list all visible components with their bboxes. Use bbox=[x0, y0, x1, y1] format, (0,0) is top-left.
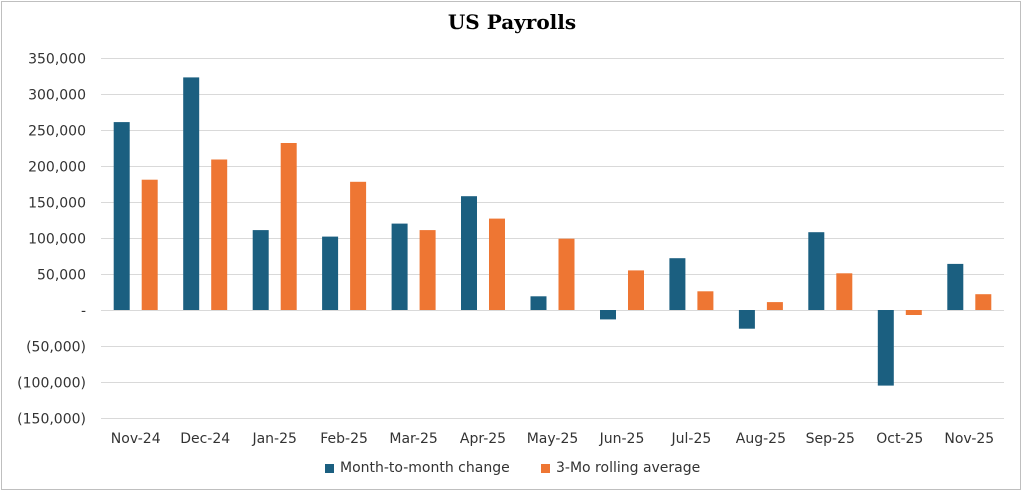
y-tick-label: 250,000 bbox=[28, 124, 86, 140]
bar-month-to-month bbox=[252, 230, 269, 310]
legend-swatch-rolling-average bbox=[541, 463, 550, 473]
x-tick-label: Oct-25 bbox=[876, 431, 923, 447]
x-tick-label: Aug-25 bbox=[736, 431, 786, 447]
y-tick-label: 300,000 bbox=[28, 88, 86, 104]
bar-month-to-month bbox=[183, 77, 200, 311]
bar-rolling-average bbox=[558, 238, 575, 310]
bar-rolling-average bbox=[280, 143, 297, 310]
bar-month-to-month bbox=[947, 263, 964, 310]
bar-rolling-average bbox=[697, 291, 714, 310]
chart-title: US Payrolls bbox=[447, 10, 577, 34]
x-tick-label: May-25 bbox=[527, 431, 579, 447]
bar-rolling-average bbox=[489, 218, 505, 310]
x-tick-label: Apr-25 bbox=[460, 431, 506, 447]
bar-rolling-average bbox=[141, 179, 158, 310]
y-tick-label: (150,000) bbox=[17, 412, 86, 428]
bar-rolling-average bbox=[211, 159, 228, 310]
bar-rolling-average bbox=[419, 230, 436, 310]
y-tick-label: (100,000) bbox=[17, 376, 86, 392]
bar-rolling-average bbox=[975, 294, 992, 310]
bar-month-to-month bbox=[322, 236, 339, 310]
bar-month-to-month bbox=[113, 122, 130, 310]
x-tick-label: Nov-24 bbox=[111, 431, 161, 447]
y-tick-label: (50,000) bbox=[26, 340, 86, 356]
y-tick-label: 150,000 bbox=[28, 196, 86, 212]
x-tick-label: Jul-25 bbox=[671, 431, 712, 447]
bar-month-to-month bbox=[877, 310, 894, 386]
bar-month-to-month bbox=[391, 223, 408, 310]
bar-rolling-average bbox=[350, 181, 367, 310]
legend-item-month-to-month: Month-to-month change bbox=[325, 460, 510, 476]
x-tick-label: Jun-25 bbox=[599, 431, 645, 447]
y-tick-label: 50,000 bbox=[37, 268, 86, 284]
bar-month-to-month bbox=[669, 258, 686, 310]
y-tick-label: 200,000 bbox=[28, 160, 86, 176]
bar-month-to-month bbox=[461, 196, 477, 310]
bar-month-to-month bbox=[808, 232, 825, 310]
legend-item-rolling-average: 3-Mo rolling average bbox=[541, 460, 700, 476]
legend-swatch-month-to-month bbox=[325, 463, 334, 473]
x-tick-label: Mar-25 bbox=[389, 431, 437, 447]
bar-rolling-average bbox=[628, 270, 644, 310]
bar-month-to-month bbox=[600, 310, 616, 320]
bar-rolling-average bbox=[905, 310, 922, 315]
x-tick-label: Dec-24 bbox=[180, 431, 230, 447]
bar-month-to-month bbox=[738, 310, 755, 329]
chart-legend: Month-to-month change 3-Mo rolling avera… bbox=[0, 460, 1024, 478]
legend-label-month-to-month: Month-to-month change bbox=[340, 460, 510, 476]
x-tick-label: Jan-25 bbox=[251, 431, 296, 447]
bar-month-to-month bbox=[530, 296, 547, 310]
x-tick-label: Feb-25 bbox=[320, 431, 368, 447]
bar-rolling-average bbox=[836, 273, 853, 310]
y-tick-label: - bbox=[81, 304, 86, 320]
y-tick-label: 100,000 bbox=[28, 232, 86, 248]
bar-rolling-average bbox=[766, 302, 783, 310]
x-tick-label: Sep-25 bbox=[806, 431, 855, 447]
legend-label-rolling-average: 3-Mo rolling average bbox=[556, 460, 701, 476]
x-tick-label: Nov-25 bbox=[944, 431, 994, 447]
y-tick-label: 350,000 bbox=[28, 52, 86, 68]
